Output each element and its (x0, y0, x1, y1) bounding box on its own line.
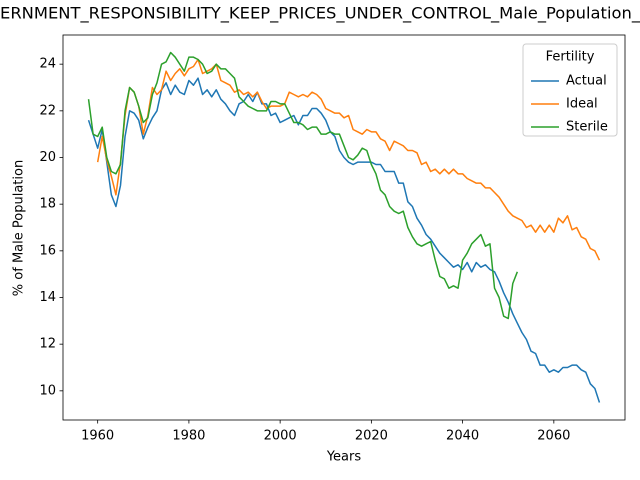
legend-box (522, 43, 618, 137)
y-tick-label: 18 (39, 197, 56, 212)
y-tick-label: 14 (39, 290, 56, 305)
legend-label: Sterile (566, 120, 608, 135)
y-axis-label: % of Male Population (12, 160, 27, 296)
chart-title: ERNMENT_RESPONSIBILITY_KEEP_PRICES_UNDER… (0, 4, 640, 24)
plot-frame (62, 34, 626, 421)
x-axis-label: Years (326, 450, 362, 465)
y-tick-label: 22 (39, 103, 56, 118)
y-tick-label: 16 (39, 243, 56, 258)
x-tick-label: 1960 (81, 429, 114, 444)
data-line (87, 51, 519, 320)
legend-title: Fertility (546, 50, 595, 65)
x-tick-label: 2020 (355, 429, 388, 444)
y-tick-label: 12 (39, 337, 56, 352)
x-tick-label: 1980 (172, 429, 205, 444)
y-tick-label: 20 (39, 150, 56, 165)
x-tick-label: 2060 (537, 429, 570, 444)
data-line (87, 77, 601, 403)
x-tick-label: 2000 (264, 429, 297, 444)
legend-label: Actual (566, 74, 607, 89)
x-tick-label: 2040 (446, 429, 479, 444)
data-line (96, 58, 601, 261)
y-tick-label: 10 (39, 383, 56, 398)
y-tick-label: 24 (39, 57, 56, 72)
legend-label: Ideal (566, 97, 598, 112)
